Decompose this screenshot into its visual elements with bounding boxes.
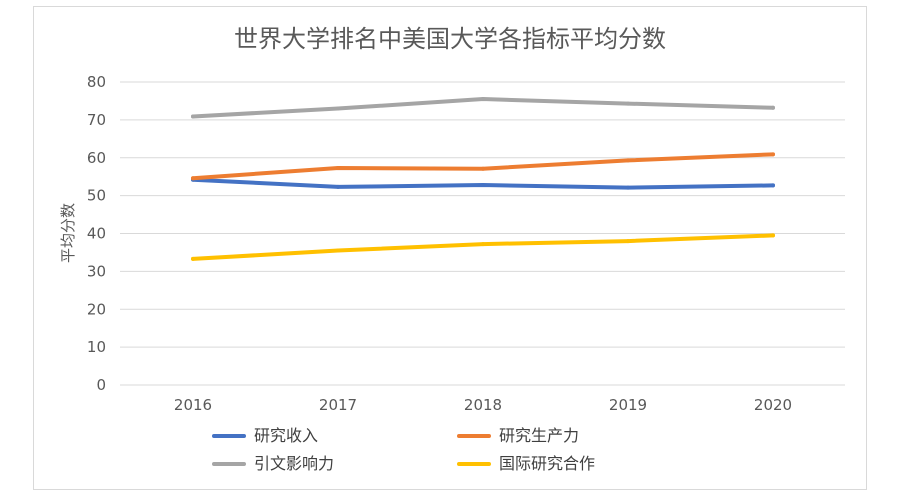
x-tick-label: 2018 — [464, 396, 502, 414]
series-point — [336, 248, 340, 253]
series-point — [481, 242, 485, 247]
series-point — [191, 256, 195, 261]
series-point — [771, 105, 775, 110]
y-tick-label: 0 — [96, 376, 106, 394]
series-point — [771, 233, 775, 238]
x-tick-label: 2017 — [319, 396, 357, 414]
y-tick-label: 30 — [87, 262, 106, 280]
x-tick-label: 2016 — [174, 396, 212, 414]
y-tick-label: 40 — [87, 225, 106, 243]
series-point — [336, 184, 340, 189]
x-tick-label: 2020 — [754, 396, 792, 414]
series-point — [626, 239, 630, 244]
series-point — [626, 185, 630, 190]
y-tick-label: 70 — [87, 111, 106, 129]
y-tick-label: 80 — [87, 73, 106, 91]
y-axis-label: 平均分数 — [59, 203, 77, 263]
series-point — [336, 106, 340, 111]
legend-label: 研究收入 — [254, 426, 318, 445]
y-tick-label: 60 — [87, 149, 106, 167]
series-point — [336, 165, 340, 170]
y-tick-label: 20 — [87, 300, 106, 318]
series-point — [191, 114, 195, 119]
legend-label: 国际研究合作 — [499, 454, 595, 473]
y-tick-label: 50 — [87, 187, 106, 205]
series-point — [626, 158, 630, 163]
series-point — [626, 101, 630, 106]
x-tick-label: 2019 — [609, 396, 647, 414]
series-line-3 — [191, 97, 775, 119]
series-point — [191, 176, 195, 181]
chart-frame — [33, 6, 867, 490]
y-tick-label: 10 — [87, 338, 106, 356]
series-point — [771, 183, 775, 188]
series-point — [481, 183, 485, 188]
series-point — [481, 166, 485, 171]
legend-label: 引文影响力 — [254, 454, 334, 473]
legend-label: 研究生产力 — [499, 426, 579, 445]
series-point — [771, 152, 775, 157]
chart-title: 世界大学排名中美国大学各指标平均分数 — [234, 25, 666, 53]
series-line-4 — [191, 233, 775, 261]
series-point — [481, 97, 485, 102]
